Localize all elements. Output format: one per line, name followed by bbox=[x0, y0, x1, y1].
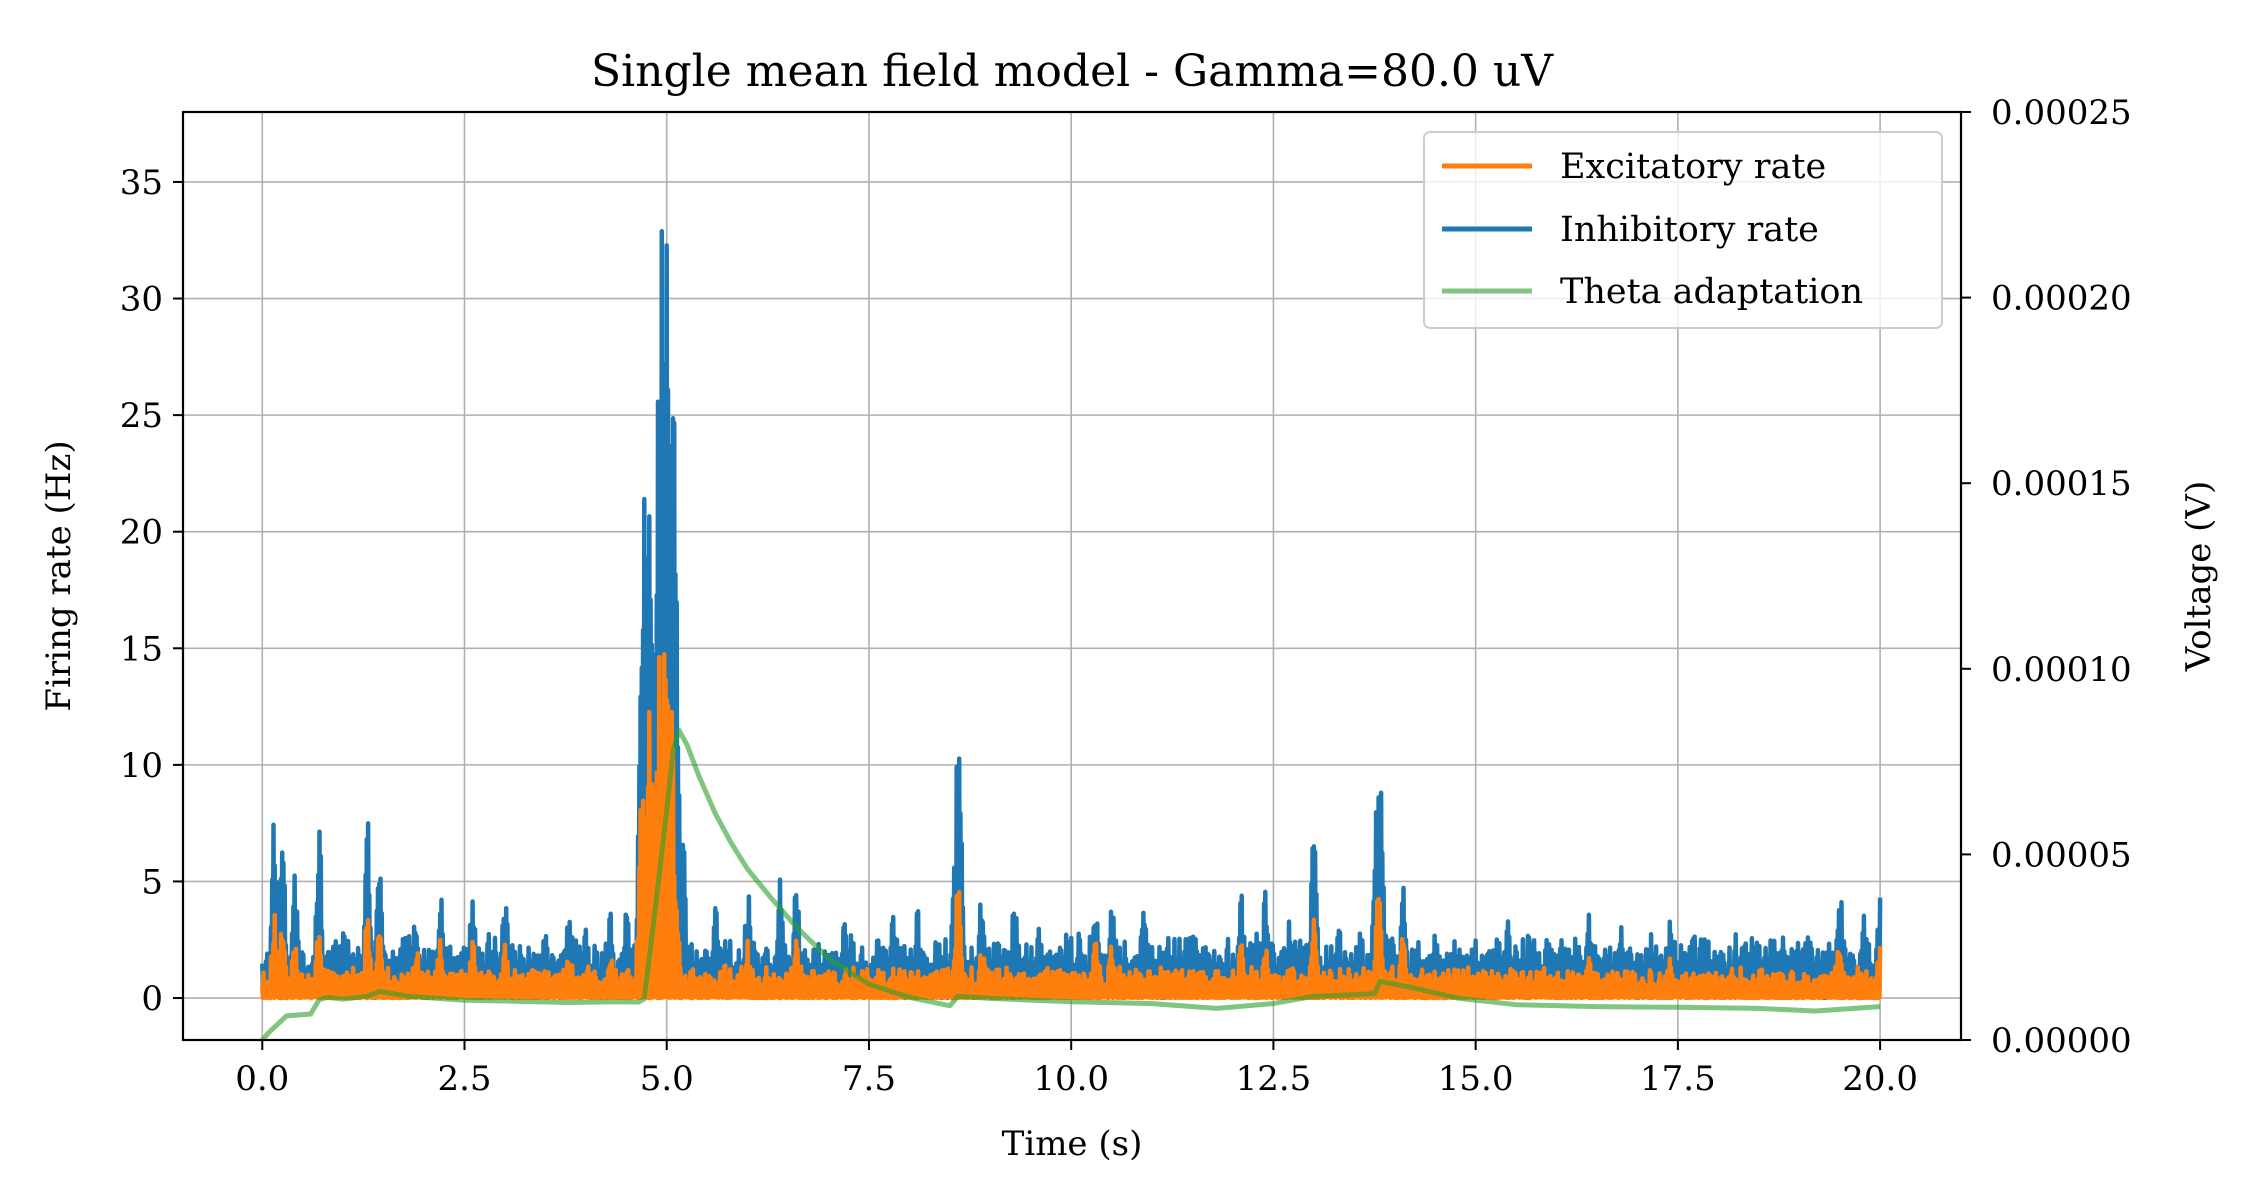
y2-tick-label: 0.00000 bbox=[1991, 1021, 2132, 1061]
right-y-axis-ticks: 0.00000 0.00005 0.00010 0.00015 0.00020 0.000… bbox=[1961, 93, 2132, 1061]
right-y-axis-label: Voltage (V) bbox=[2179, 481, 2219, 673]
x-tick-label: 10.0 bbox=[1033, 1059, 1109, 1099]
x-tick-label: 17.5 bbox=[1640, 1059, 1716, 1099]
y-tick-label: 10 bbox=[120, 746, 163, 786]
y2-tick-label: 0.00005 bbox=[1991, 835, 2132, 875]
legend: Excitatory rate Inhibitory rate Theta ad… bbox=[1423, 131, 1943, 329]
y-tick-label: 0 bbox=[141, 979, 163, 1019]
y2-tick-label: 0.00025 bbox=[1991, 93, 2132, 133]
series-line-theta bbox=[260, 727, 1881, 1040]
legend-box bbox=[1423, 131, 1943, 329]
x-tick-label: 7.5 bbox=[842, 1059, 896, 1099]
series-layer bbox=[260, 229, 1883, 1040]
y-tick-label: 5 bbox=[141, 862, 163, 902]
chart-title: Single mean field model - Gamma=80.0 uV bbox=[591, 46, 1554, 97]
x-tick-label: 0.0 bbox=[235, 1059, 289, 1099]
y2-tick-label: 0.00015 bbox=[1991, 464, 2132, 504]
x-axis-label: Time (s) bbox=[1002, 1124, 1143, 1164]
x-tick-label: 5.0 bbox=[640, 1059, 694, 1099]
y2-tick-label: 0.00020 bbox=[1991, 279, 2132, 319]
x-tick-label: 2.5 bbox=[437, 1059, 491, 1099]
x-tick-label: 15.0 bbox=[1438, 1059, 1514, 1099]
y-tick-label: 35 bbox=[120, 163, 163, 203]
y-tick-label: 30 bbox=[120, 280, 163, 320]
legend-label-excitatory: Excitatory rate bbox=[1560, 147, 1826, 187]
x-tick-label: 12.5 bbox=[1236, 1059, 1312, 1099]
y-tick-label: 15 bbox=[120, 629, 163, 669]
x-axis-ticks: 0.0 2.5 5.0 7.5 10.0 12.5 15.0 17.5 20.0 bbox=[235, 1040, 1918, 1099]
legend-label-inhibitory: Inhibitory rate bbox=[1560, 210, 1819, 250]
y-tick-label: 20 bbox=[120, 513, 163, 553]
y2-tick-label: 0.00010 bbox=[1991, 650, 2132, 690]
series-line-excitatory bbox=[260, 652, 1883, 1001]
y-tick-label: 25 bbox=[120, 396, 163, 436]
x-tick-label: 20.0 bbox=[1842, 1059, 1918, 1099]
legend-label-theta: Theta adaptation bbox=[1560, 272, 1863, 312]
left-y-axis-ticks: 0 5 10 15 20 25 30 35 bbox=[120, 163, 183, 1019]
left-y-axis-label: Firing rate (Hz) bbox=[39, 440, 79, 711]
